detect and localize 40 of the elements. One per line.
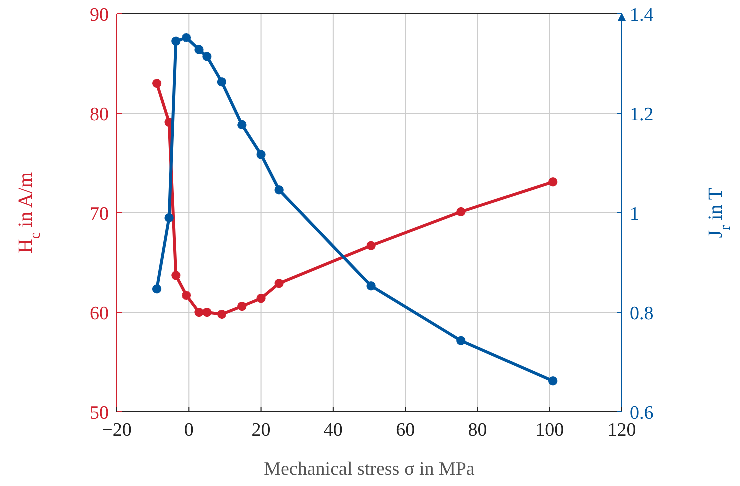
y-tick-label: 70	[90, 204, 109, 225]
point	[366, 240, 377, 252]
y-tick-label: 90	[90, 5, 109, 26]
x-tick-label: 60	[396, 420, 416, 441]
point	[274, 184, 285, 196]
x-tick-label: 80	[468, 420, 488, 441]
y-tick-label: 60	[90, 304, 109, 324]
y2-tick-label: 0.8	[630, 304, 654, 324]
point	[152, 78, 163, 90]
point	[202, 307, 213, 318]
point	[256, 293, 267, 304]
point	[216, 308, 228, 320]
x-tick-label: 20	[252, 420, 271, 441]
point	[170, 36, 182, 47]
point	[456, 206, 467, 218]
point	[256, 149, 267, 160]
point	[548, 376, 559, 387]
x-tick-label: 100	[536, 420, 564, 441]
point	[236, 119, 248, 130]
point	[202, 51, 213, 62]
x-tick-label: 0	[184, 420, 194, 441]
point	[456, 335, 467, 346]
point	[170, 270, 182, 282]
point	[216, 76, 228, 88]
point	[366, 280, 377, 292]
point	[194, 44, 205, 56]
y-tick-label: 80	[90, 104, 109, 126]
point	[274, 278, 285, 290]
point	[152, 284, 163, 295]
point	[548, 176, 559, 188]
y2-tick-label: 1	[630, 204, 640, 225]
y2-tick-label: 1.2	[630, 104, 654, 126]
y2-tick-label: 1.4	[630, 5, 654, 26]
point	[194, 307, 205, 318]
point	[164, 212, 175, 224]
point	[181, 32, 192, 44]
x-tick-label: 40	[324, 420, 343, 441]
point	[181, 290, 192, 302]
x-axis-title: Mechanical stress σ in MPa	[264, 459, 476, 480]
point	[236, 301, 248, 312]
